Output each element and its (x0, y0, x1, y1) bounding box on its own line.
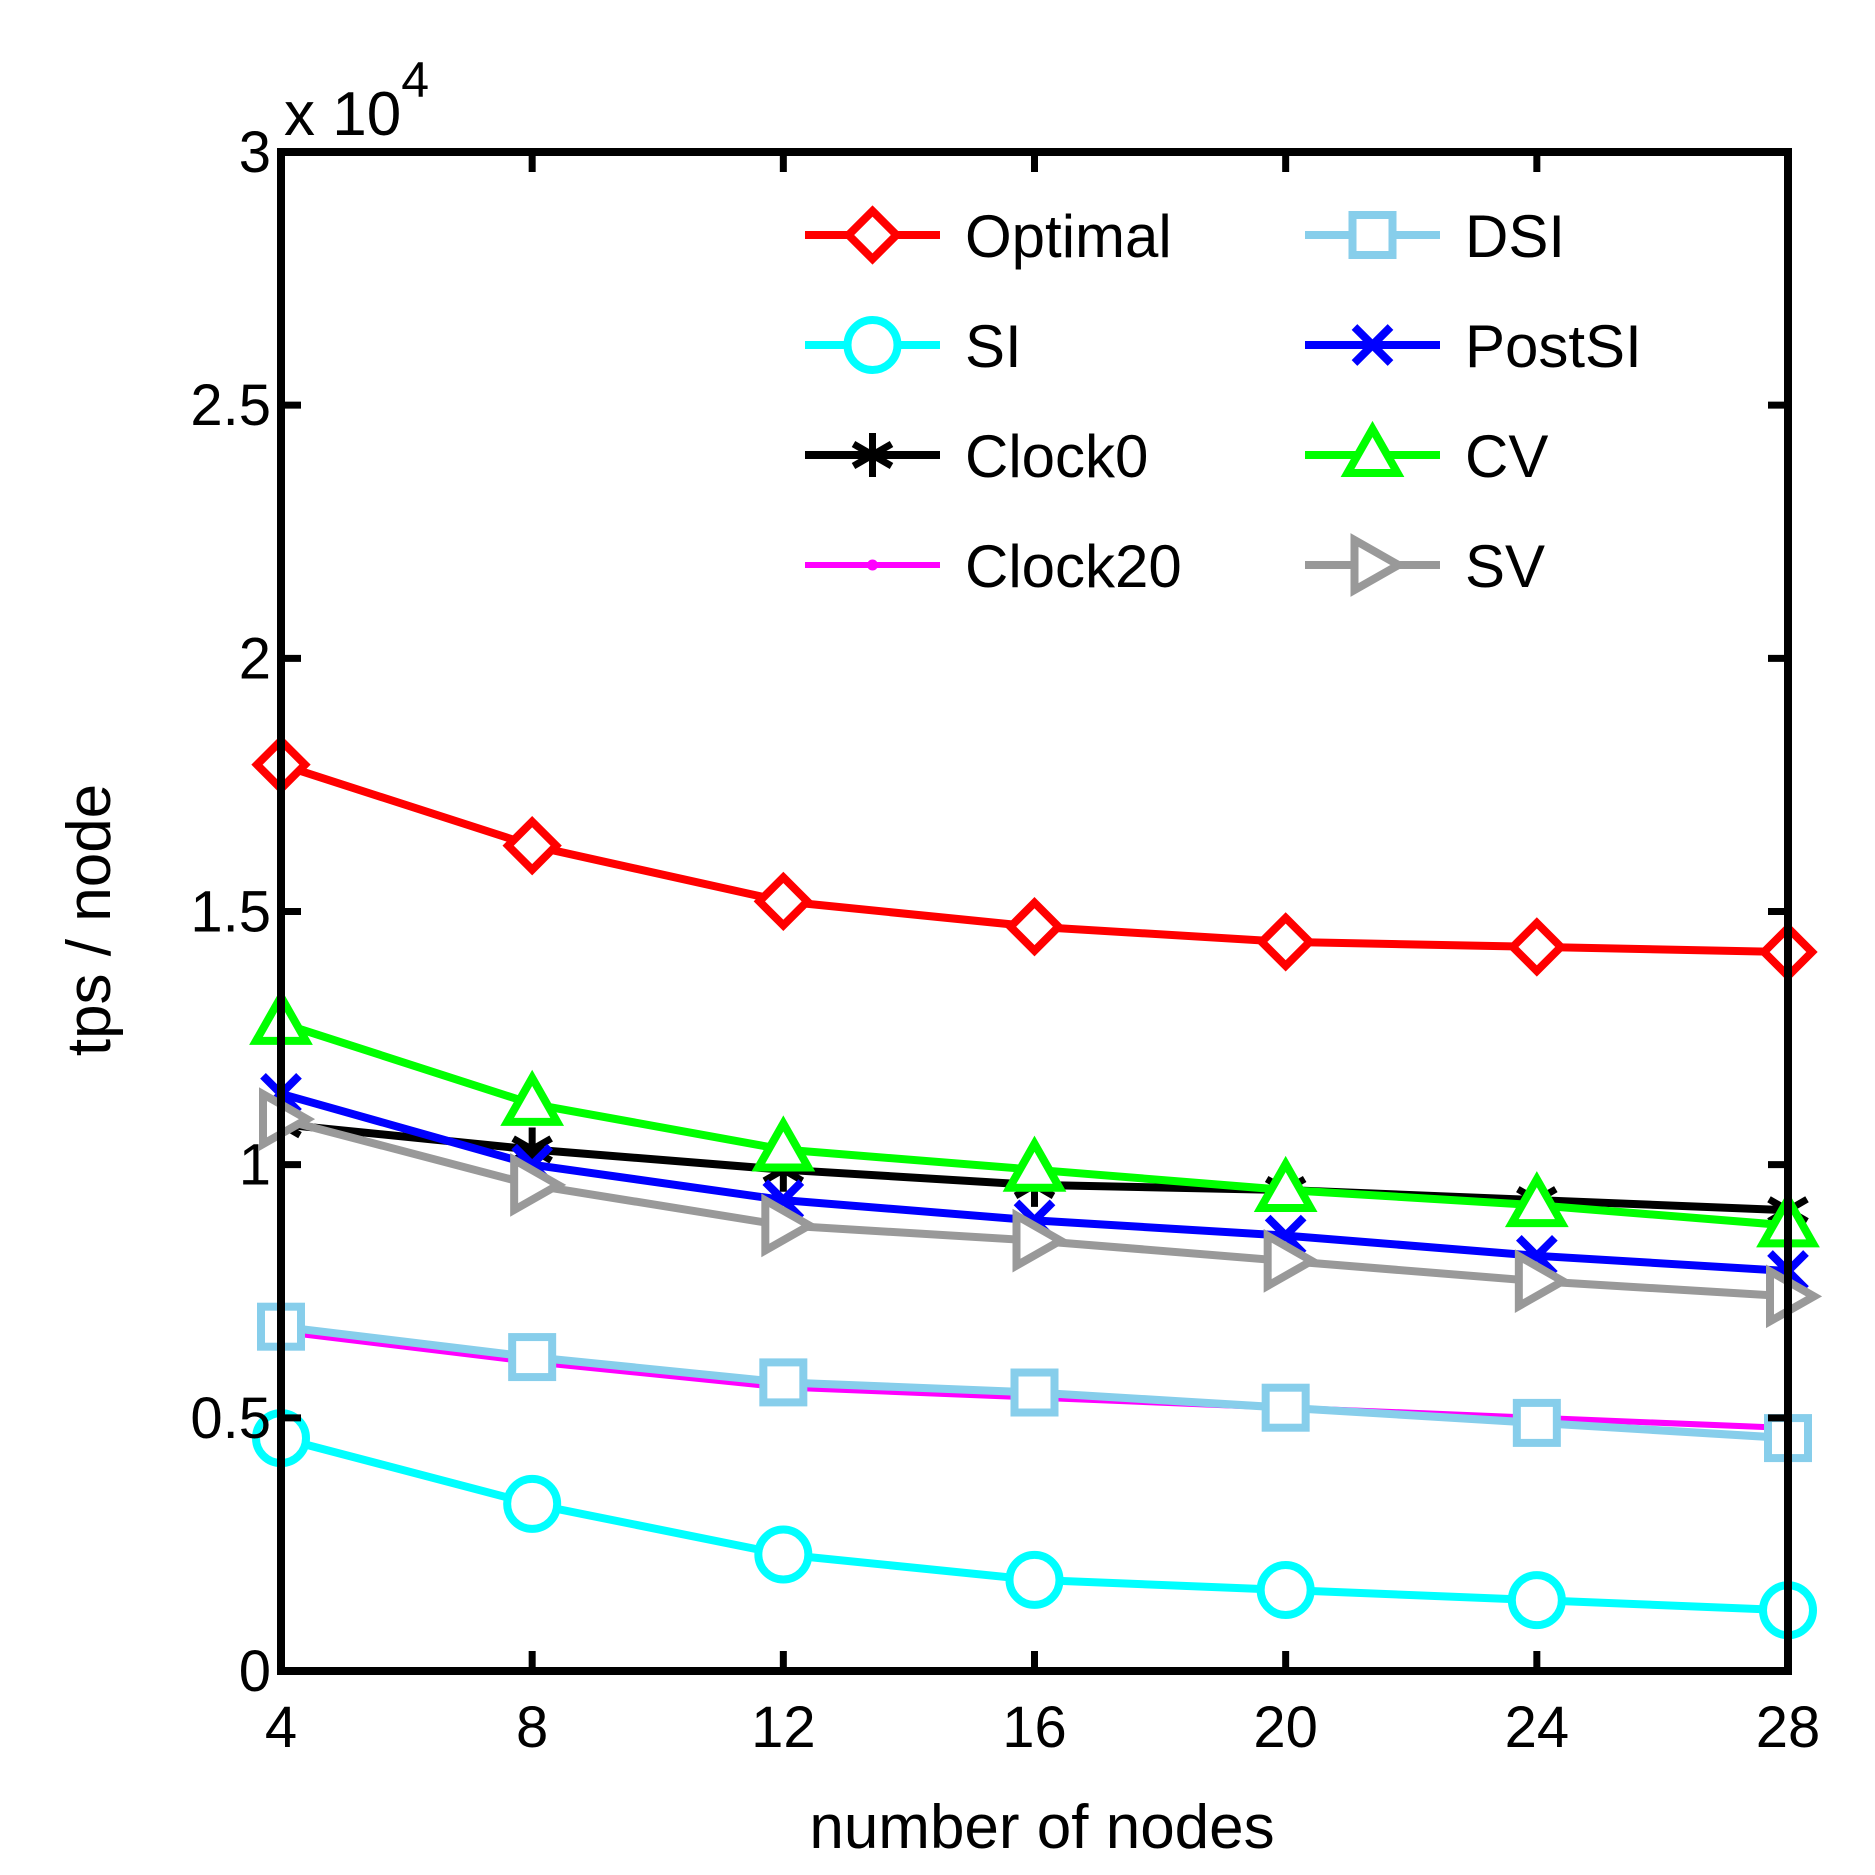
series-optimal (251, 735, 1818, 982)
legend-marker-sv (1350, 533, 1407, 597)
y-multiplier-label: x 104 (284, 52, 429, 149)
legend-label-postsi: PostSI (1465, 313, 1642, 380)
legend-item-si: SI (805, 313, 1022, 380)
legend-marker-postsi (1351, 324, 1394, 366)
x-tick-label-24: 24 (1505, 1695, 1570, 1760)
data-point-si-24 (1507, 1571, 1566, 1630)
data-point-si-12 (754, 1525, 813, 1584)
legend-marker-si (843, 316, 902, 374)
series-layer (249, 735, 1823, 1640)
legend-marker-optimal (842, 205, 903, 265)
legend-item-dsi: DSI (1305, 203, 1565, 270)
y-tick-label-1: 1 (239, 1133, 271, 1198)
data-point-si-20 (1256, 1560, 1315, 1619)
data-point-optimal-8 (502, 816, 562, 876)
data-point-dsi-20 (1261, 1383, 1310, 1432)
x-tick-label-28: 28 (1756, 1695, 1821, 1760)
y-multiplier-exponent: 4 (401, 52, 429, 108)
y-multiplier-base: x 10 (284, 80, 401, 149)
x-tick-label-12: 12 (751, 1695, 816, 1760)
series-cv (249, 988, 1820, 1248)
legend-item-cv: CV (1305, 420, 1548, 490)
data-point-dsi-24 (1512, 1398, 1561, 1447)
x-axis-title: number of nodes (809, 1793, 1274, 1862)
data-point-sv-12 (761, 1193, 818, 1258)
legend-label-sv: SV (1465, 533, 1545, 600)
x-tick-label-8: 8 (516, 1695, 548, 1760)
x-tick-label-20: 20 (1253, 1695, 1318, 1760)
legend-item-clock20: Clock20 (805, 533, 1182, 600)
legend-label-optimal: Optimal (965, 203, 1172, 270)
data-point-sv-16 (1012, 1208, 1069, 1273)
legend-label-clock0: Clock0 (965, 423, 1148, 490)
legend-label-cv: CV (1465, 423, 1548, 490)
data-point-optimal-20 (1256, 912, 1316, 972)
legend-label-clock20: Clock20 (965, 533, 1182, 600)
legend-item-postsi: PostSI (1305, 313, 1642, 380)
legend-marker-clock0 (851, 433, 894, 477)
data-point-cv-20 (1253, 1155, 1318, 1212)
legend-item-optimal: Optimal (805, 203, 1172, 270)
series-si (252, 1409, 1817, 1640)
y-axis-title: tps / node (55, 784, 124, 1056)
data-point-cv-8 (500, 1069, 565, 1126)
data-point-cv-16 (1002, 1135, 1067, 1192)
y-tick-label-0: 0 (239, 1639, 271, 1704)
x-tick-label-4: 4 (265, 1695, 297, 1760)
y-tick-label-1.5: 1.5 (190, 880, 271, 945)
legend-marker-cv (1340, 420, 1405, 477)
axis-ticks: 4 8 12 16 20 24 28 0 0.5 1 1.5 2 2.5 3 (190, 120, 1820, 1760)
data-point-optimal-16 (1004, 897, 1065, 957)
legend-item-sv: SV (1305, 533, 1545, 600)
series-postsi (260, 1072, 1809, 1292)
y-tick-label-3: 3 (239, 120, 271, 185)
legend-marker-dsi (1348, 211, 1397, 259)
y-tick-label-2.5: 2.5 (190, 373, 271, 438)
y-tick-label-2: 2 (239, 626, 271, 691)
data-point-sv-8 (510, 1153, 567, 1217)
data-point-si-16 (1005, 1550, 1064, 1609)
data-point-cv-24 (1504, 1171, 1569, 1228)
data-point-optimal-12 (753, 871, 813, 932)
y-tick-label-0.5: 0.5 (190, 1386, 271, 1451)
data-point-cv-12 (751, 1115, 816, 1172)
legend-label-dsi: DSI (1465, 203, 1565, 270)
legend-marker-clock20 (867, 559, 878, 571)
data-point-dsi-12 (759, 1358, 808, 1407)
data-point-sv-24 (1514, 1249, 1571, 1313)
data-point-si-8 (503, 1474, 562, 1533)
legend: Optimal SI Clock0 Clock20 DSI PostSI CV SV (805, 203, 1642, 600)
data-point-optimal-24 (1507, 917, 1567, 977)
data-point-dsi-8 (508, 1333, 557, 1382)
data-point-sv-20 (1263, 1228, 1320, 1293)
legend-item-clock0: Clock0 (805, 423, 1148, 490)
legend-label-si: SI (965, 313, 1022, 380)
data-point-dsi-16 (1010, 1368, 1059, 1417)
x-tick-label-16: 16 (1002, 1695, 1067, 1760)
